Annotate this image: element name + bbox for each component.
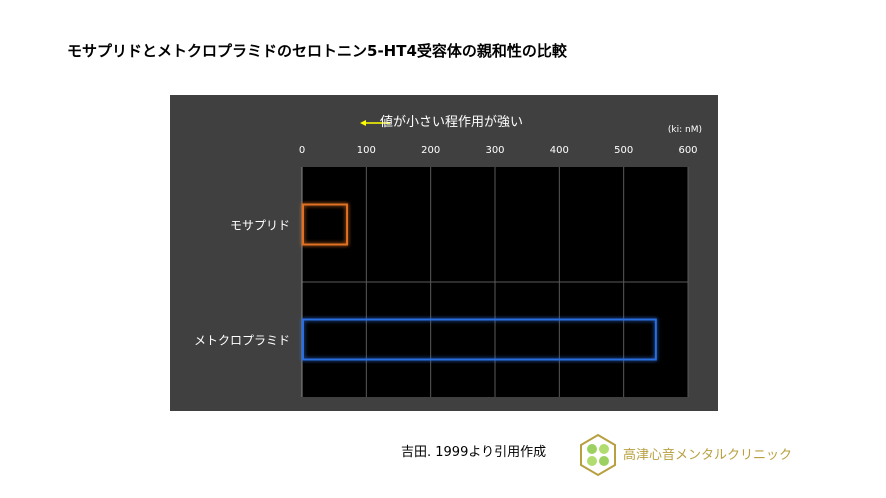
category-label: メトクロプラミド — [194, 334, 290, 348]
clinic-logo-icon — [580, 433, 616, 477]
citation: 吉田. 1999より引用作成 — [401, 445, 547, 460]
x-tick-label: 0 — [299, 145, 305, 156]
category-label: モサプリド — [230, 219, 290, 233]
x-tick-label: 400 — [550, 145, 569, 156]
clinic-name: 高津心音メンタルクリニック — [623, 448, 793, 463]
arrow-head-icon — [360, 120, 366, 126]
x-tick-label: 300 — [485, 145, 504, 156]
page-title: モサプリドとメトクロプラミドのセロトニン5-HT4受容体の親和性の比較 — [67, 42, 567, 60]
chart-panel: 0 100 200 300 400 500 600 モサプリドメトクロプラミド 値が小さい程作… — [170, 95, 718, 411]
x-tick-label: 100 — [357, 145, 376, 156]
unit-label: (ki: nM) — [667, 125, 702, 135]
x-tick-label: 200 — [421, 145, 440, 156]
x-tick-label: 600 — [678, 145, 697, 156]
bar-1 — [302, 203, 349, 246]
bar-2 — [302, 318, 657, 361]
annotation: 値が小さい程作用が強い — [380, 115, 524, 130]
x-tick-label: 500 — [614, 145, 633, 156]
